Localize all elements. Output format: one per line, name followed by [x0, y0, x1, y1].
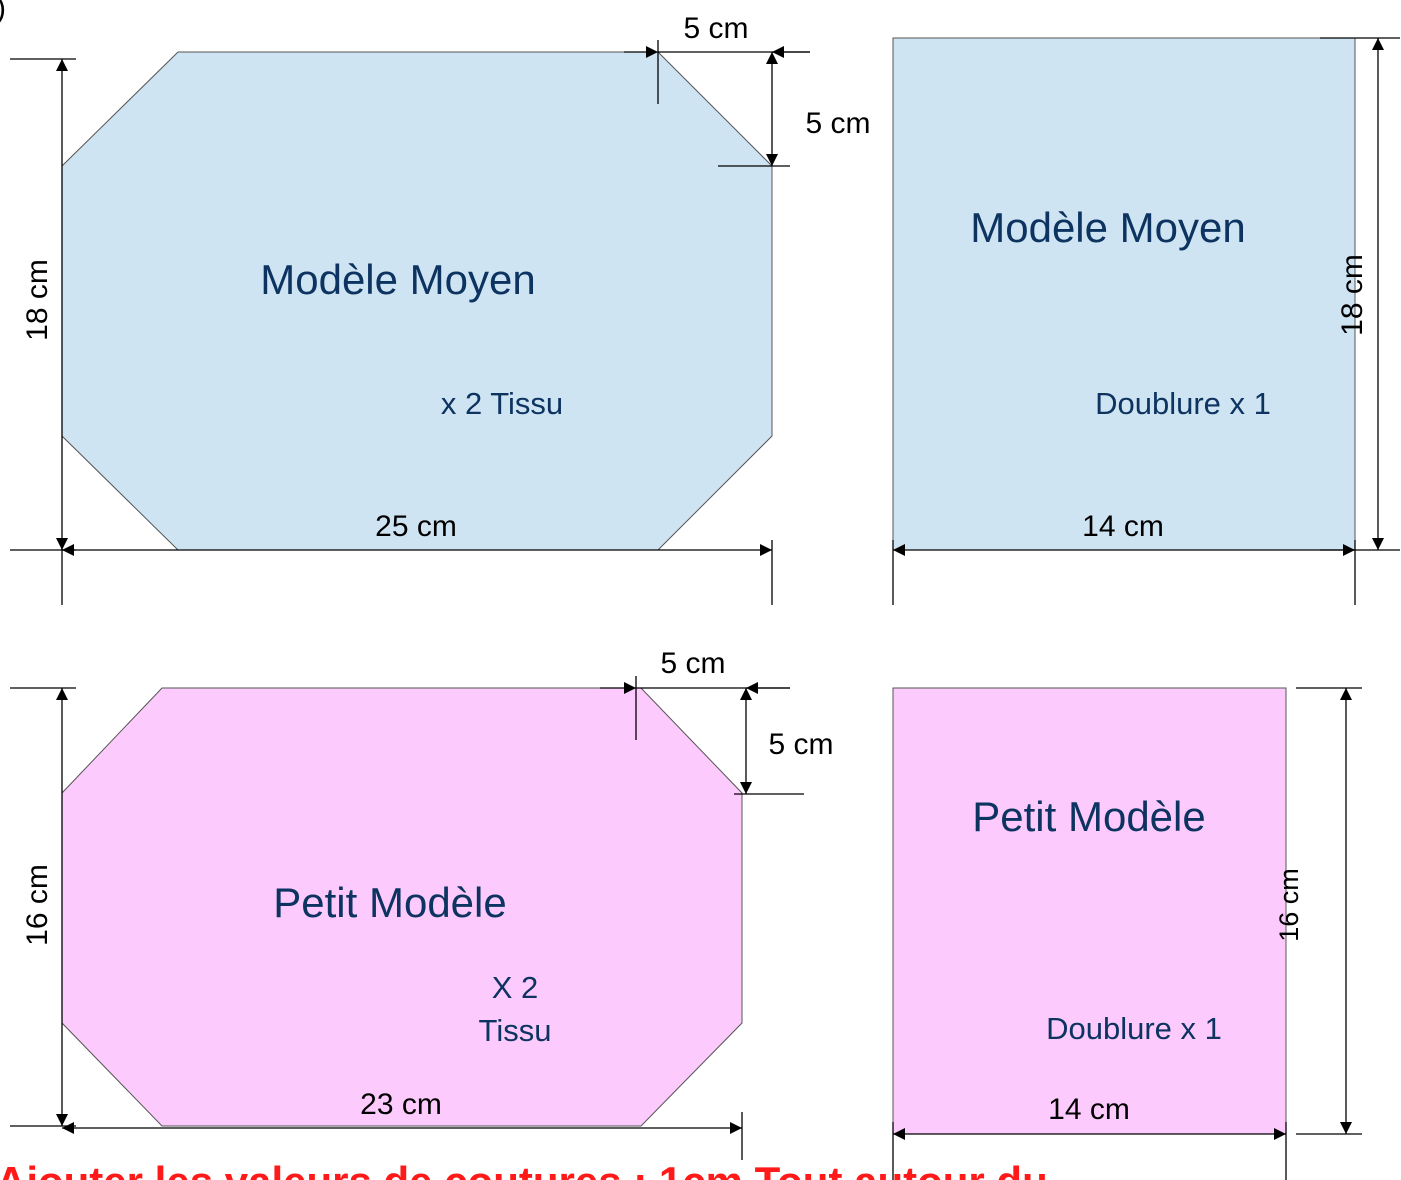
small-tissu-title: Petit Modèle: [273, 879, 506, 926]
medium-tissu-corner-h-dimension: [624, 40, 810, 104]
small-tissu-corner-v-label: 5 cm: [768, 728, 833, 761]
small-tissu-corner-h-dimension: [600, 676, 790, 740]
medium-doublure-height-label: 18 cm: [1336, 254, 1369, 336]
small-doublure-title: Petit Modèle: [972, 793, 1205, 840]
medium-tissu-corner-v-label: 5 cm: [805, 107, 870, 140]
medium-tissu-title: Modèle Moyen: [260, 256, 535, 303]
medium-tissu-quantity: x 2 Tissu: [441, 386, 563, 421]
medium-doublure-piece: 18 cm 14 cm Modèle Moyen Doublure x 1: [892, 37, 1400, 605]
small-doublure-height-dimension: [1296, 687, 1362, 1135]
medium-tissu-height-label: 18 cm: [21, 259, 54, 341]
medium-tissu-corner-h-label: 5 cm: [683, 12, 748, 45]
small-doublure-width-label: 14 cm: [1048, 1093, 1130, 1126]
small-tissu-corner-v-dimension: [734, 688, 804, 795]
small-doublure-shape: [892, 687, 1287, 1135]
medium-tissu-piece: 18 cm 25 cm 5 cm 5 cm Modèle Moyen x 2 T…: [10, 12, 871, 605]
small-tissu-width-label: 23 cm: [360, 1088, 442, 1121]
medium-doublure-width-label: 14 cm: [1082, 510, 1164, 543]
small-tissu-quantity-line1: X 2: [492, 970, 539, 1005]
medium-doublure-shape: [892, 37, 1356, 551]
small-doublure-quantity: Doublure x 1: [1046, 1011, 1222, 1046]
medium-doublure-title: Modèle Moyen: [970, 204, 1245, 251]
small-doublure-height-label: 16 cm: [1274, 868, 1304, 942]
medium-doublure-width-dimension: [892, 540, 1356, 605]
medium-tissu-width-label: 25 cm: [375, 510, 457, 543]
small-tissu-quantity-line2: Tissu: [479, 1013, 552, 1048]
small-tissu-piece: 16 cm 23 cm 5 cm 5 cm Petit Modèle X 2 T…: [10, 647, 834, 1160]
small-tissu-height-label: 16 cm: [21, 864, 54, 946]
corner-mark-text: ): [0, 0, 6, 25]
small-tissu-width-dimension: [62, 1112, 743, 1160]
small-tissu-corner-h-label: 5 cm: [660, 647, 725, 680]
medium-tissu-width-dimension: [61, 540, 773, 605]
small-doublure-width-dimension: [892, 1122, 1287, 1180]
seam-allowance-warning: Ajouter les valeurs de coutures : 1cm To…: [0, 1158, 1048, 1180]
medium-tissu-corner-v-dimension: [718, 52, 790, 167]
small-doublure-piece: 16 cm 14 cm Petit Modèle Doublure x 1: [892, 687, 1362, 1180]
medium-doublure-quantity: Doublure x 1: [1095, 386, 1271, 421]
